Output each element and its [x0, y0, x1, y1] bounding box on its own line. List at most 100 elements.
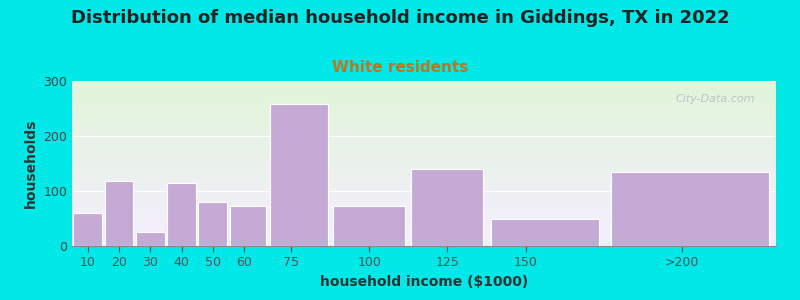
- Bar: [72, 241, 776, 243]
- Bar: [72, 145, 776, 147]
- Bar: [72, 210, 776, 211]
- Bar: [72, 130, 776, 132]
- Bar: [72, 101, 776, 102]
- Bar: [72, 157, 776, 158]
- Bar: [72, 173, 776, 175]
- Bar: [72, 236, 776, 238]
- Bar: [72, 228, 776, 230]
- Bar: [72, 111, 776, 112]
- Bar: [72, 160, 776, 162]
- Bar: [74, 213, 102, 246]
- Bar: [72, 185, 776, 187]
- X-axis label: household income ($1000): household income ($1000): [320, 275, 528, 289]
- Bar: [72, 144, 776, 145]
- Bar: [72, 150, 776, 152]
- Bar: [72, 162, 776, 164]
- Bar: [72, 231, 776, 233]
- Bar: [72, 81, 776, 82]
- Bar: [72, 125, 776, 127]
- Bar: [72, 180, 776, 182]
- Bar: [72, 177, 776, 178]
- Bar: [72, 155, 776, 157]
- Bar: [72, 200, 776, 202]
- Bar: [72, 165, 776, 167]
- Bar: [72, 88, 776, 89]
- Bar: [72, 243, 776, 244]
- Bar: [72, 99, 776, 101]
- Bar: [72, 205, 776, 206]
- Bar: [72, 196, 776, 198]
- Bar: [72, 220, 776, 221]
- Bar: [72, 172, 776, 173]
- Bar: [72, 213, 776, 215]
- Bar: [72, 121, 776, 122]
- Bar: [72, 124, 776, 125]
- Bar: [72, 132, 776, 134]
- Bar: [72, 183, 776, 185]
- Bar: [72, 92, 776, 94]
- Bar: [72, 191, 776, 193]
- Bar: [72, 112, 776, 114]
- Bar: [72, 129, 776, 130]
- Bar: [72, 91, 776, 92]
- Bar: [72, 154, 776, 155]
- Bar: [72, 208, 776, 210]
- Bar: [72, 216, 776, 218]
- Text: White residents: White residents: [332, 60, 468, 75]
- Bar: [72, 211, 776, 213]
- Bar: [72, 86, 776, 88]
- Bar: [72, 203, 776, 205]
- Bar: [72, 206, 776, 208]
- Bar: [72, 175, 776, 177]
- Bar: [72, 127, 776, 129]
- Bar: [72, 137, 776, 139]
- Bar: [105, 181, 134, 246]
- Bar: [72, 167, 776, 168]
- Bar: [72, 178, 776, 180]
- Bar: [72, 168, 776, 170]
- Bar: [72, 114, 776, 116]
- Bar: [72, 106, 776, 107]
- Bar: [72, 104, 776, 106]
- Bar: [610, 172, 769, 246]
- Bar: [230, 206, 266, 246]
- Bar: [72, 136, 776, 137]
- Bar: [198, 202, 227, 246]
- Bar: [72, 182, 776, 183]
- Bar: [72, 98, 776, 99]
- Y-axis label: households: households: [24, 119, 38, 208]
- Bar: [136, 232, 165, 246]
- Bar: [72, 139, 776, 140]
- Bar: [72, 84, 776, 86]
- Bar: [72, 187, 776, 188]
- Bar: [72, 235, 776, 236]
- Bar: [72, 82, 776, 84]
- Bar: [72, 226, 776, 228]
- Bar: [72, 215, 776, 216]
- Bar: [72, 107, 776, 109]
- Bar: [72, 164, 776, 165]
- Bar: [72, 122, 776, 124]
- Bar: [72, 134, 776, 135]
- Bar: [72, 94, 776, 96]
- Bar: [72, 195, 776, 196]
- Bar: [72, 202, 776, 203]
- Bar: [167, 183, 196, 246]
- Bar: [491, 218, 599, 246]
- Bar: [72, 142, 776, 144]
- Bar: [72, 96, 776, 98]
- Bar: [72, 116, 776, 117]
- Bar: [72, 230, 776, 231]
- Bar: [72, 158, 776, 160]
- Bar: [411, 169, 483, 246]
- Bar: [72, 224, 776, 226]
- Bar: [334, 206, 406, 246]
- Bar: [270, 104, 328, 246]
- Bar: [72, 102, 776, 104]
- Bar: [72, 140, 776, 142]
- Bar: [72, 148, 776, 150]
- Bar: [72, 238, 776, 239]
- Bar: [72, 198, 776, 200]
- Bar: [72, 244, 776, 246]
- Bar: [72, 117, 776, 119]
